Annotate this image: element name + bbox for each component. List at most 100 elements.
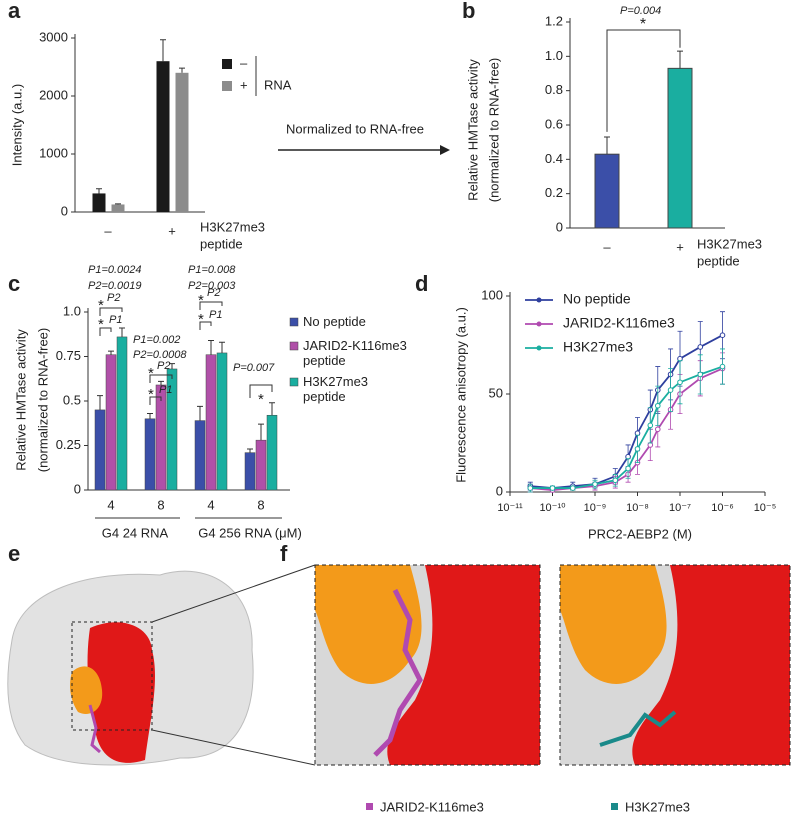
point <box>549 485 556 491</box>
error-bar <box>677 50 683 69</box>
legend-swatch <box>611 803 618 810</box>
annotation: * <box>98 316 104 333</box>
error-bar <box>258 423 264 441</box>
x-tick-label: – <box>603 239 611 254</box>
point <box>654 402 661 409</box>
annotation: P1=0.002 <box>133 334 180 346</box>
bar <box>205 354 217 491</box>
error-bar <box>169 363 175 369</box>
annotation: P1 <box>159 384 172 396</box>
annotation: P1=0.0024 <box>88 264 142 276</box>
error-bar <box>604 136 610 155</box>
x-tick-label: 10⁻⁹ <box>584 502 607 514</box>
annotation: P1 <box>209 309 222 321</box>
panel-label: a <box>8 0 21 23</box>
legend-label: JARID2-K116me3 peptide <box>303 338 407 368</box>
error-bar <box>115 203 121 205</box>
point <box>634 446 641 452</box>
x-tick-label: 4 <box>107 497 114 512</box>
annotation: * <box>640 16 646 33</box>
fit-line <box>530 334 723 489</box>
bar <box>116 336 128 491</box>
panel-label: c <box>8 271 20 296</box>
y-tick-label: 0.4 <box>545 151 563 166</box>
point <box>647 422 654 429</box>
bar <box>216 352 228 491</box>
panel-label: e <box>8 541 20 566</box>
legend-label: No peptide <box>303 314 366 329</box>
bar <box>194 420 206 491</box>
bar <box>244 452 256 491</box>
legend-label: JARID2-K116me3 <box>563 315 675 331</box>
significance-bracket <box>199 301 223 310</box>
error-bar <box>160 39 166 62</box>
bar <box>92 193 106 212</box>
point <box>697 371 704 378</box>
y-tick-label: 1.0 <box>63 303 81 318</box>
legend-swatch <box>289 341 299 351</box>
y-tick-label: 0.2 <box>545 185 563 200</box>
error-bar <box>179 67 185 73</box>
annotation: * <box>258 391 264 408</box>
y-tick-label: 2000 <box>39 87 68 102</box>
point <box>654 426 661 433</box>
point <box>625 465 631 472</box>
error-bar <box>219 341 225 353</box>
annotation: P1=0.008 <box>188 264 236 276</box>
y-tick-label: 0.6 <box>545 116 563 131</box>
point <box>719 332 726 339</box>
x-tick-label: 10⁻¹⁰ <box>539 502 566 514</box>
annotation: P2=0.0019 <box>88 280 142 292</box>
x-tick-label: + <box>168 223 176 238</box>
y-axis-label: Fluorescence anisotropy (a.u.) <box>453 307 468 483</box>
legend-label: + <box>240 77 248 92</box>
x-tick-label: 8 <box>257 497 264 512</box>
bar <box>144 418 156 491</box>
structure-f2 <box>560 565 790 765</box>
legend-swatch <box>222 59 232 69</box>
bar <box>266 414 278 491</box>
x-axis-label: H3K27me3 <box>200 219 265 234</box>
annotation: * <box>98 297 104 314</box>
panel-label: b <box>462 0 475 23</box>
y-tick-label: 1.0 <box>545 48 563 63</box>
annotation: P1 <box>109 314 122 326</box>
y-axis-label: (normalized to RNA-free) <box>486 58 501 203</box>
error-bar <box>197 405 203 421</box>
y-tick-label: 100 <box>481 287 503 302</box>
error-bar <box>269 402 275 416</box>
y-axis-label: Intensity (a.u.) <box>9 84 24 166</box>
x-axis-label: PRC2-AEBP2 (M) <box>588 526 692 541</box>
legend-label: No peptide <box>563 291 631 307</box>
legend-marker <box>536 345 542 351</box>
fit-line <box>530 367 723 491</box>
y-tick-label: 0.8 <box>545 82 563 97</box>
error-bar <box>247 448 253 453</box>
legend-swatch <box>289 377 299 387</box>
y-tick-label: 50 <box>489 385 503 400</box>
y-tick-label: 1000 <box>39 145 68 160</box>
bar <box>111 204 125 212</box>
structure-e <box>7 564 316 766</box>
annotation: * <box>198 292 204 309</box>
x-tick-label: 10⁻⁵ <box>754 502 777 514</box>
annotation: P=0.007 <box>233 362 275 374</box>
y-axis-label: Relative HMTase activity <box>465 59 480 201</box>
y-tick-label: 1.2 <box>545 13 563 28</box>
legend-label: H3K27me3 <box>563 339 633 355</box>
legend-label: H3K27me3 <box>625 799 690 814</box>
annotation: P2 <box>207 287 220 299</box>
point <box>667 387 674 393</box>
significance-bracket <box>249 384 273 398</box>
structure-f1 <box>315 565 540 765</box>
y-tick-label: 0.5 <box>63 392 81 407</box>
panel-label: d <box>415 271 428 296</box>
arrow-head <box>440 145 450 155</box>
zoom-box <box>559 564 791 766</box>
y-tick-label: 0 <box>496 483 503 498</box>
y-tick-label: 0.75 <box>56 348 81 363</box>
group-label: G4 24 RNA <box>102 525 169 540</box>
bar <box>94 409 106 491</box>
